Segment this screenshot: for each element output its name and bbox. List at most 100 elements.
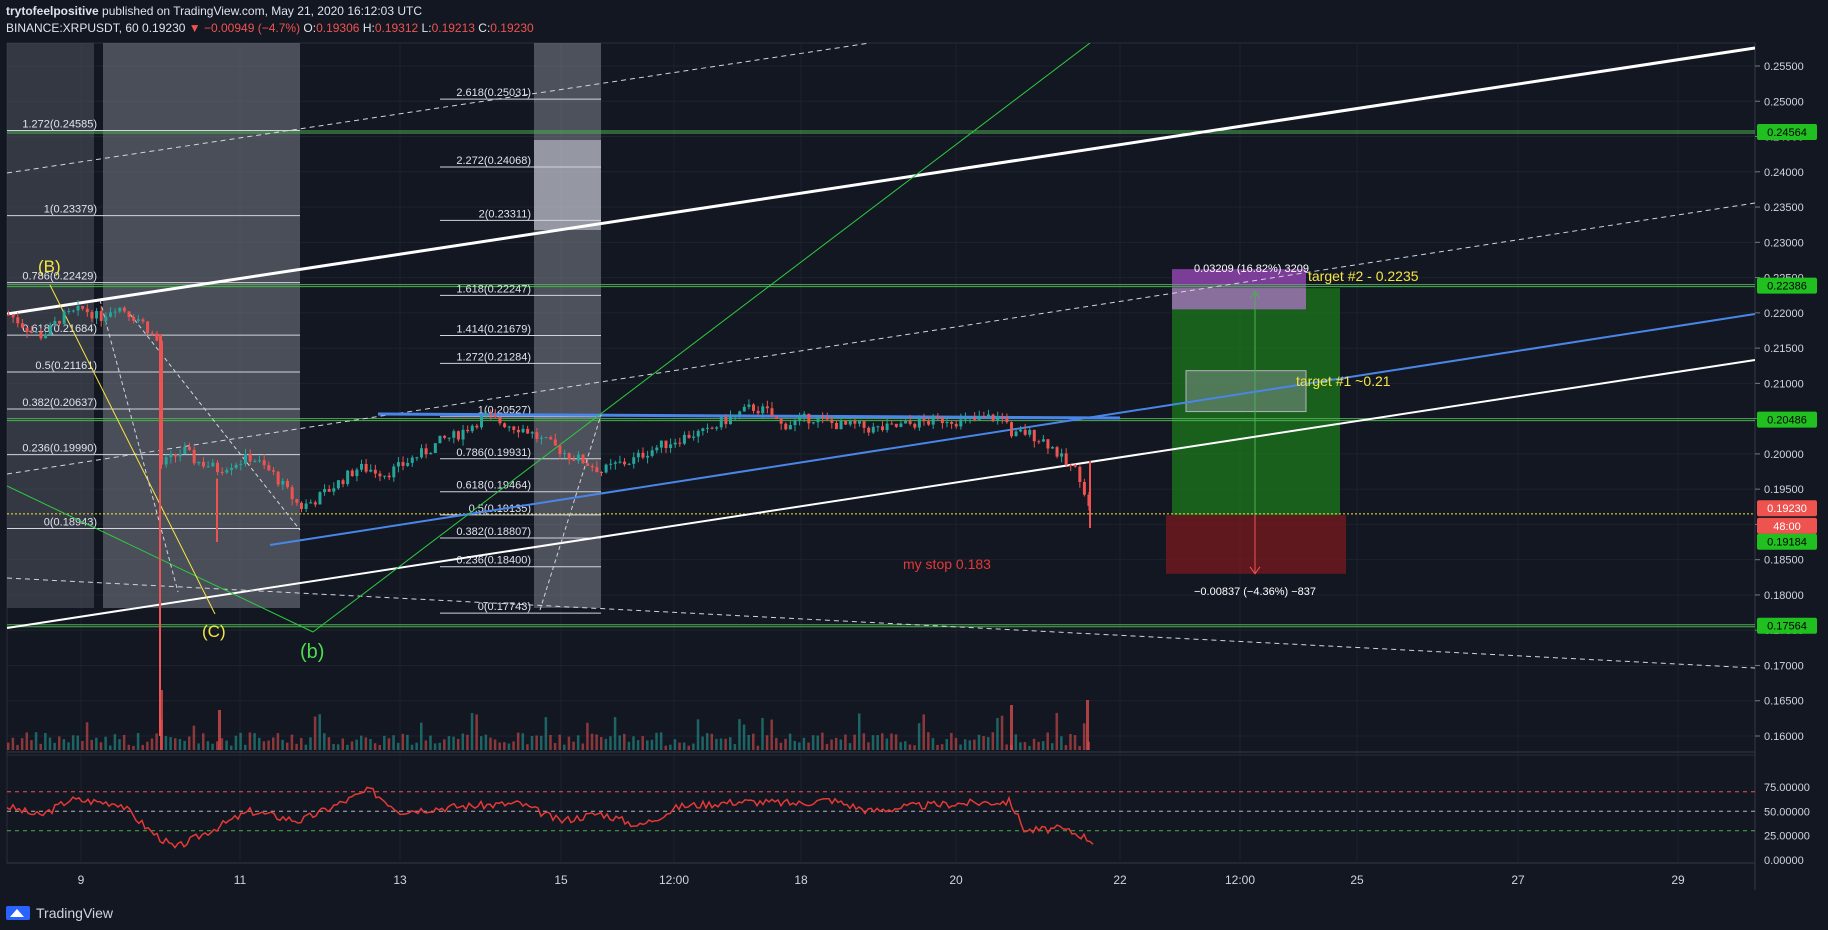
candle-body: [853, 420, 857, 424]
price-tick-label: 0.23500: [1764, 202, 1804, 214]
symbol-name[interactable]: BINANCE:XRPUSDT, 60: [6, 21, 139, 35]
candle-body: [959, 419, 963, 427]
volume-bar: [682, 742, 686, 750]
volume-bar: [276, 733, 280, 750]
volume-bar: [447, 736, 451, 750]
long-position-tool[interactable]: [1166, 269, 1346, 575]
volume-bar: [169, 737, 172, 750]
volume-bars: [7, 690, 1755, 753]
candle-body: [350, 470, 354, 477]
tradingview-footer[interactable]: TradingView: [6, 902, 113, 924]
candle-body: [475, 425, 479, 428]
fib-zone-highlight: [534, 140, 601, 230]
volume-bar: [862, 733, 866, 750]
candle-body: [197, 461, 201, 464]
volume-bar: [118, 739, 121, 750]
volume-bar: [940, 744, 944, 750]
volume-bar: [253, 733, 256, 750]
candle-body: [498, 417, 502, 424]
candle-body: [406, 462, 410, 466]
volume-bar: [821, 732, 824, 750]
volume-bar: [991, 732, 995, 750]
time-tick-label: 9: [78, 873, 85, 887]
price-tick-label: 0.21000: [1764, 378, 1804, 390]
candle-body: [1073, 464, 1077, 467]
candle-body: [917, 418, 921, 428]
volume-bar: [1060, 736, 1063, 750]
candle-body: [867, 427, 871, 433]
volume-bar: [272, 737, 275, 750]
volume-bar: [857, 713, 861, 750]
volume-bar: [1023, 742, 1027, 750]
price-axis[interactable]: 0.255000.250000.245000.240000.235000.230…: [1755, 61, 1817, 867]
volume-bar: [590, 733, 594, 750]
candle-body: [346, 470, 350, 485]
candle-body: [150, 333, 154, 335]
volume-bar: [775, 737, 778, 750]
volume-bar: [733, 744, 737, 750]
rsi-pane[interactable]: [6, 754, 1756, 864]
volume-bar: [512, 741, 515, 750]
fib-right-label: 0.236(0.18400): [456, 555, 531, 567]
volume-bar: [211, 743, 214, 750]
time-tick-label: 22: [1113, 873, 1127, 887]
price-badge-label: 0.19184: [1767, 537, 1807, 549]
candle-body: [489, 414, 493, 416]
candle-body: [281, 480, 285, 485]
candle-body: [659, 440, 663, 448]
volume-bar: [309, 737, 312, 750]
symbol-info: BINANCE:XRPUSDT, 60 0.19230 ▼ −0.00949 (…: [6, 21, 534, 35]
volume-bar: [230, 745, 233, 750]
volume-bar: [216, 741, 219, 750]
price-badge: [1757, 517, 1817, 534]
volume-bar: [206, 741, 210, 750]
candle-body: [1060, 453, 1064, 457]
price-tick-label: 0.18000: [1764, 590, 1804, 602]
candle-body: [327, 489, 331, 492]
time-axis[interactable]: 9 11 13 15 12:00 18 20 22 12:00 25 27 29: [78, 873, 1685, 887]
candle-body: [364, 463, 368, 472]
candle-body: [581, 454, 585, 464]
volume-bar: [890, 733, 893, 750]
candle-body: [756, 410, 760, 414]
volume-bar: [581, 743, 585, 750]
candle-body: [655, 447, 659, 451]
volume-bar: [90, 739, 93, 750]
volume-bar: [396, 742, 400, 750]
candle-body: [682, 434, 686, 444]
measure-arrow-down: [1249, 566, 1261, 575]
candle-body: [535, 432, 539, 439]
price-tick-label: 0.23000: [1764, 237, 1804, 249]
author-name[interactable]: trytofeelpositive: [6, 4, 99, 18]
candle-body: [521, 428, 525, 433]
volume-bar: [761, 717, 764, 750]
candle-body: [192, 449, 196, 464]
volume-bar: [567, 736, 571, 750]
candle-body: [816, 417, 820, 423]
candle-body: [248, 454, 252, 462]
candle-body: [470, 425, 474, 432]
chart-canvas[interactable]: 1.272(0.24585) 1(0.23379) 0.786(0.22429) 0.…: [0, 0, 1828, 900]
candle-body: [857, 421, 861, 424]
fib-left-label: 1.272(0.24585): [22, 119, 97, 131]
volume-bar: [1055, 712, 1059, 750]
fib-left-label: 0.786(0.22429): [22, 271, 97, 283]
low-value: 0.19213: [431, 21, 475, 35]
candle-body: [733, 414, 737, 417]
candle-body: [1069, 464, 1073, 466]
candle-body: [438, 435, 442, 444]
volume-bar: [456, 738, 460, 750]
volume-bar: [627, 741, 631, 750]
rsi-tick-label: 75.00000: [1764, 782, 1810, 794]
time-tick-label: 25: [1350, 873, 1364, 887]
candle-body: [392, 466, 396, 478]
volume-bar: [899, 742, 902, 750]
candle-body: [526, 428, 530, 434]
volume-bar: [244, 744, 247, 750]
candle-body: [982, 416, 986, 418]
volume-bar: [62, 739, 66, 750]
volume-bar: [540, 735, 543, 750]
wave-dashed-a: [99, 299, 179, 593]
volume-bar: [613, 717, 617, 750]
candle-body: [11, 314, 15, 318]
